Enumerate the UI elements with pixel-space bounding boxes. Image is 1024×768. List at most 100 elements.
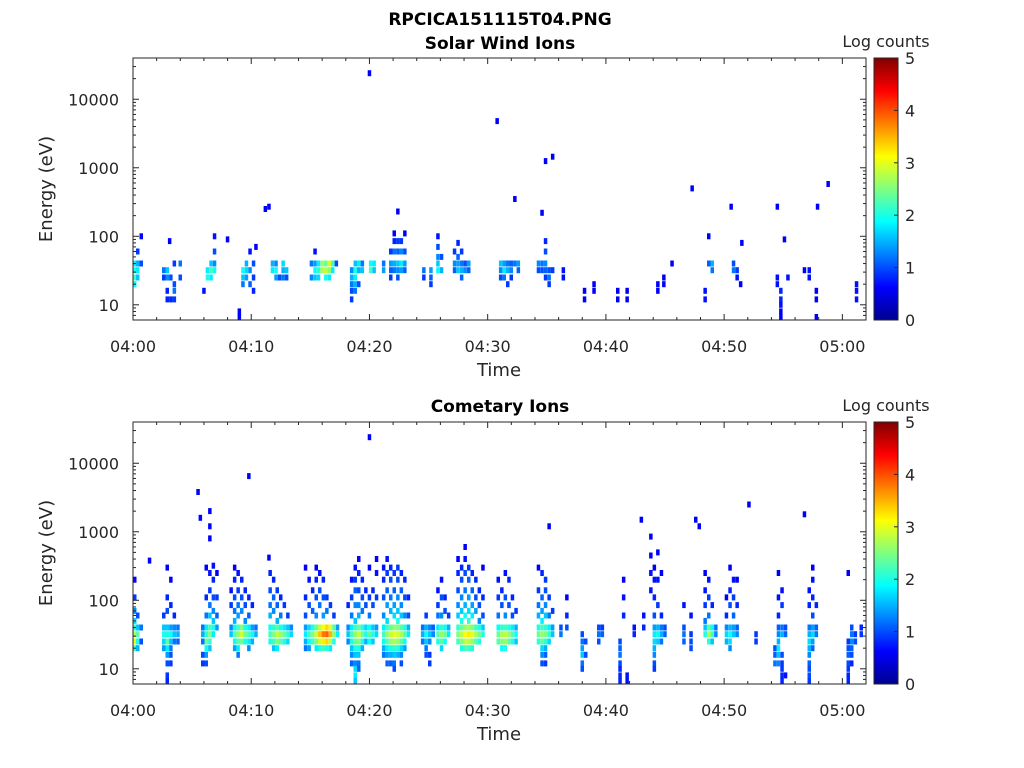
heatmap-cell [846,570,850,576]
heatmap-cell [543,260,548,267]
heatmap-cell [208,523,212,530]
heatmap-cell [275,617,279,624]
heatmap-cell [392,645,396,652]
heatmap-cell [139,233,143,240]
heatmap-cell [389,645,393,652]
heatmap-cell [443,594,447,601]
heatmap-cell [360,267,365,274]
heatmap-cell [215,612,219,619]
heatmap-cell [559,631,563,638]
heatmap-cell [853,631,858,638]
heatmap-cell [428,624,432,631]
heatmap-cell [439,645,444,652]
heatmap-cell [392,665,396,672]
heatmap-cell [353,260,357,267]
heatmap-cell [506,281,510,288]
heatmap-cell [271,607,276,614]
heatmap-cell [165,645,169,652]
heatmap-cell [357,660,361,667]
heatmap-cell [786,274,790,281]
heatmap-cell [211,594,216,601]
heatmap-cell [136,638,140,645]
heatmap-cell [456,638,460,645]
heatmap-cell [456,267,460,274]
heatmap-cell [275,638,279,645]
heatmap-cell [268,612,272,619]
heatmap-cell [367,564,372,571]
heatmap-cell [389,638,393,645]
heatmap-cell [536,564,541,571]
heatmap-cell [550,624,555,631]
heatmap-cell [689,612,693,619]
heatmap-cell [371,638,375,645]
heatmap-cell [243,617,247,624]
heatmap-cell [463,631,467,638]
heatmap-cell [316,274,321,281]
heatmap-cell [399,624,404,631]
heatmap-cell [169,631,173,638]
y-axis: 10 100 1000 10000 [68,57,866,321]
heatmap-cell [167,238,172,245]
heatmap-cell [381,651,386,658]
heatmap-cell [240,638,244,645]
heatmap-cell [321,576,326,583]
heatmap-cell [540,660,544,667]
heatmap-cell [670,260,674,267]
heatmap-cell [543,158,548,165]
heatmap-cell [582,296,587,303]
heatmap-cell [811,638,815,645]
heatmap-cell [618,672,622,679]
heatmap-cell [536,260,541,267]
heatmap-cell [807,638,811,645]
heatmap-cell [846,638,850,645]
heatmap-cell [456,587,460,594]
heatmap-cell [357,638,361,645]
heatmap-cell [325,645,329,652]
heatmap-cell [689,631,693,638]
panel-title: Cometary Ions [431,397,570,417]
heatmap-cell [474,638,478,645]
colorbar-tick-label: 2 [905,570,915,589]
colorbar-tick-label: 4 [905,101,915,120]
heatmap-cell [357,602,361,609]
heatmap-cell [500,624,504,631]
heatmap-cell [286,631,290,638]
heatmap-cell [540,617,544,624]
heatmap-cell [707,612,711,619]
heatmap-cell [244,267,249,274]
heatmap-cell [275,624,279,631]
heatmap-cell [540,638,544,645]
heatmap-cell [439,631,444,638]
heatmap-cell [139,638,143,645]
heatmap-cell [169,651,173,658]
heatmap-cell [436,638,440,645]
colorbar: Log counts 0 1 2 3 4 5 [842,32,929,330]
heatmap-cell [396,248,400,255]
heatmap-cell [428,660,432,667]
heatmap-cell [467,645,471,652]
heatmap-cell [776,660,781,667]
heatmap-cell [385,638,389,645]
heatmap-cell [543,576,548,583]
heatmap-cell [236,638,240,645]
heatmap-cell [396,564,400,571]
heatmap-cell [211,617,216,624]
heatmap-cell [374,594,379,601]
heatmap-cell [642,612,646,619]
heatmap-cell [728,631,732,638]
x-tick-label: 05:00 [819,337,865,356]
heatmap-cell [399,267,404,274]
heatmap-cell [656,576,660,583]
heatmap-cell [275,602,279,609]
heatmap-cell [165,672,169,679]
heatmap-cell [707,233,711,240]
heatmap-cell [314,631,318,638]
heatmap-cell [779,287,783,294]
heatmap-cell [320,267,324,274]
heatmap-cell [372,260,376,267]
heatmap-cell [735,624,739,631]
heatmap-cell [208,624,212,631]
heatmap-cell [215,624,219,631]
heatmap-cell [172,287,177,294]
heatmap-cell [428,638,432,645]
